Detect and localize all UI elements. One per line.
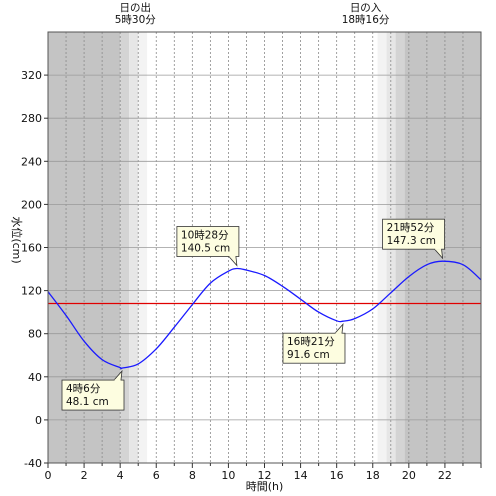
sunrise-time: 5時30分	[115, 14, 157, 26]
annotation-box	[176, 226, 240, 257]
x-tick-label: 10	[221, 469, 235, 482]
annotation-box	[282, 332, 346, 364]
y-tick-label: 40	[28, 371, 42, 384]
annotation-box	[61, 379, 125, 411]
x-axis-label: 時間(h)	[246, 480, 284, 493]
grid-lines	[48, 32, 481, 463]
x-tick-label: 20	[402, 469, 416, 482]
sunset-time: 18時16分	[342, 14, 390, 26]
annotation-value: 91.6 cm	[287, 349, 330, 361]
annotation-value: 48.1 cm	[66, 396, 109, 408]
y-tick-label: 80	[28, 328, 42, 341]
tide-line	[47, 260, 482, 370]
x-tick-label: 8	[189, 469, 196, 482]
x-tick-label: 0	[45, 469, 52, 482]
x-tick-label: 22	[438, 469, 452, 482]
annotation-time: 21時52分	[387, 222, 435, 234]
y-tick-label: -40	[24, 457, 42, 470]
x-tick-label: 6	[153, 469, 160, 482]
annotation-box	[382, 218, 445, 250]
y-tick-label: 320	[21, 69, 42, 82]
y-tick-label: 120	[21, 285, 42, 298]
y-tick-label: 280	[21, 112, 42, 125]
y-tick-label: 0	[35, 414, 42, 427]
y-tick-label: 240	[21, 155, 42, 168]
y-tick-label: 160	[21, 242, 42, 255]
x-tick-label: 18	[366, 469, 380, 482]
x-tick-label: 16	[330, 469, 344, 482]
x-tick-label: 4	[117, 469, 124, 482]
annotation-time: 16時21分	[287, 336, 335, 348]
annotation-time: 4時6分	[66, 383, 101, 395]
tide-curve	[47, 260, 482, 370]
sunrise-label: 日の出	[119, 1, 151, 14]
x-tick-label: 12	[258, 469, 272, 482]
y-tick-label: 200	[21, 198, 42, 211]
annotation-value: 140.5 cm	[181, 243, 230, 255]
x-tick-label: 2	[81, 469, 88, 482]
x-tick-label: 14	[294, 469, 308, 482]
sunset-label: 日の入	[350, 2, 382, 14]
y-axis-label: 水位(cm)	[10, 216, 24, 263]
annotation-time: 10時28分	[181, 230, 229, 242]
annotation-value: 147.3 cm	[387, 235, 436, 247]
